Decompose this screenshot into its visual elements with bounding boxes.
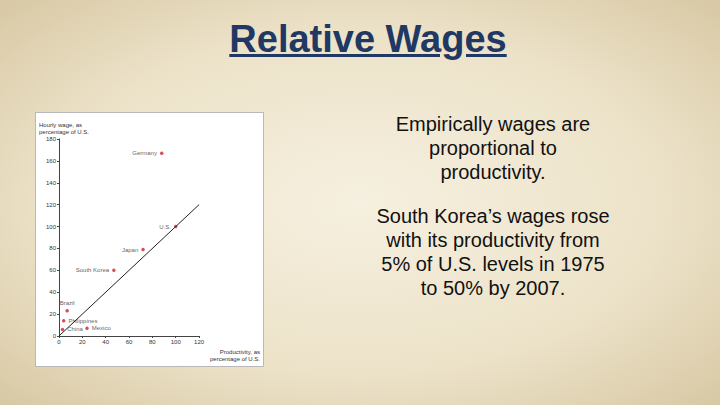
svg-text:40: 40 [49, 289, 56, 295]
svg-text:South Korea: South Korea [76, 267, 110, 273]
svg-text:0: 0 [57, 339, 61, 345]
svg-text:100: 100 [46, 224, 57, 230]
html-text:to 50% by 2007.: to 50% by 2007. [420, 277, 566, 299]
svg-text:20: 20 [79, 339, 86, 345]
html-text:with its productivity from: with its productivity from [386, 229, 600, 251]
html-text:South Korea’s wages rose: South Korea’s wages rose [376, 205, 610, 227]
svg-text:80: 80 [49, 245, 56, 251]
html-text:Empirically wages are: Empirically wages are [395, 113, 591, 135]
html-text:5% of U.S. levels in 1975: 5% of U.S. levels in 1975 [381, 253, 605, 275]
svg-text:180: 180 [46, 136, 57, 142]
svg-text:80: 80 [149, 339, 156, 345]
svg-text:160: 160 [46, 158, 57, 164]
svg-text:Japan: Japan [122, 247, 138, 253]
svg-text:percentage of U.S.: percentage of U.S. [210, 356, 260, 362]
html-text:proportional to: proportional to [429, 137, 557, 159]
svg-text:60: 60 [126, 339, 133, 345]
svg-text:Mexico: Mexico [92, 325, 112, 331]
svg-text:20: 20 [49, 311, 56, 317]
svg-text:40: 40 [102, 339, 109, 345]
html-text:Relative Wages: Relative Wages [229, 18, 507, 60]
svg-text:60: 60 [49, 267, 56, 273]
svg-text:Brazil: Brazil [60, 300, 75, 306]
svg-text:140: 140 [46, 180, 57, 186]
svg-text:Hourly wage, as: Hourly wage, as [39, 122, 82, 128]
html-text:productivity.: productivity. [440, 161, 546, 183]
svg-text:U.S.: U.S. [159, 224, 171, 230]
svg-text:120: 120 [46, 202, 57, 208]
svg-text:Productivity, as: Productivity, as [220, 349, 260, 355]
svg-text:120: 120 [194, 339, 205, 345]
svg-text:100: 100 [171, 339, 182, 345]
svg-text:China: China [67, 326, 83, 332]
svg-text:Philippines: Philippines [68, 317, 98, 324]
svg-text:Germany: Germany [132, 150, 157, 156]
svg-text:0: 0 [53, 333, 57, 339]
svg-text:percentage of U.S.: percentage of U.S. [39, 129, 89, 135]
